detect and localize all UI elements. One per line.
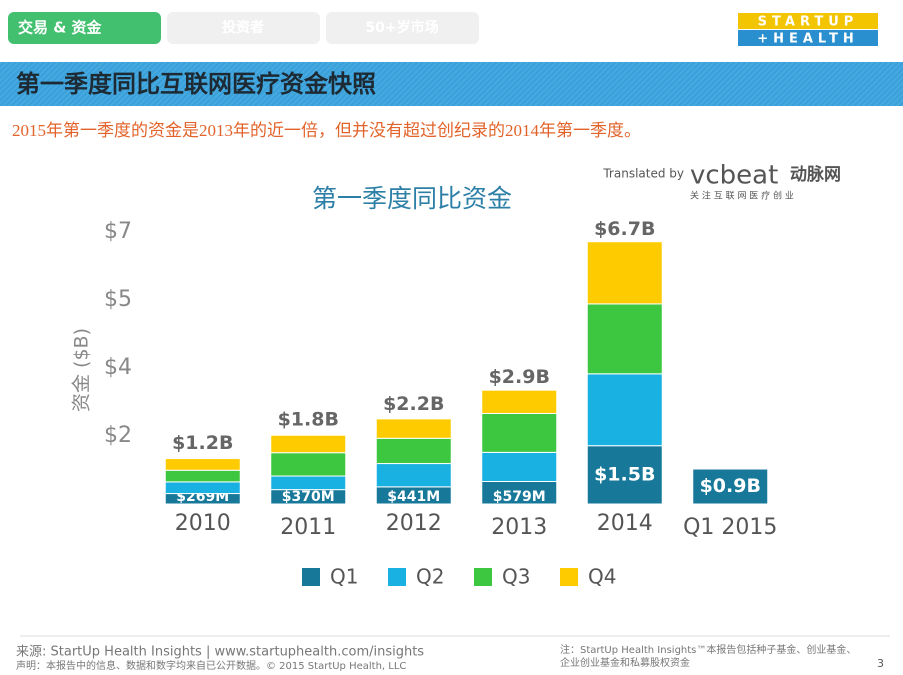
credit-brand: vcbeat	[690, 161, 778, 191]
value-label: $579M	[493, 489, 546, 505]
x-tick-label: 2011	[280, 515, 336, 540]
total-label: $1.2B	[172, 432, 233, 454]
legend-swatch	[302, 568, 320, 586]
bar-segment	[481, 451, 558, 483]
bar-segment	[481, 413, 558, 453]
value-label: $441M	[387, 489, 440, 505]
bar-segment	[375, 463, 452, 488]
bar-segment	[375, 437, 452, 465]
y-axis-label: 资金 ($B)	[71, 328, 93, 412]
total-label: $1.8B	[278, 409, 339, 431]
footer-disclaimer: 声明：本报告中的信息、数据和数字均来自已公开数据。© 2015 StartUp …	[16, 659, 406, 672]
bar-segment	[270, 475, 347, 491]
y-tick-label: $7	[104, 219, 132, 244]
legend-label: Q2	[416, 565, 444, 589]
value-label: $0.9B	[700, 475, 761, 497]
x-tick-label: Q1 2015	[683, 515, 777, 540]
subtitle: 2015年第一季度的资金是2013年的近一倍，但并没有超过创纪录的2014年第一…	[12, 121, 641, 140]
bar-segment	[481, 389, 558, 415]
total-label: $2.9B	[489, 366, 550, 388]
tab-label[interactable]: 50+岁市场	[365, 19, 438, 36]
legend-swatch	[560, 568, 578, 586]
bar-segment	[164, 469, 241, 483]
tab-label[interactable]: 交易 & 资金	[18, 19, 103, 37]
logo-text: STARTUP	[758, 15, 859, 30]
bar-segment	[586, 241, 663, 305]
x-tick-label: 2013	[491, 515, 547, 540]
legend-swatch	[388, 568, 406, 586]
total-label: $2.2B	[383, 393, 444, 415]
bar-segment	[692, 468, 769, 505]
tab-label[interactable]: 投资者	[222, 19, 264, 36]
header-bar	[0, 62, 903, 106]
tab-active[interactable]	[8, 12, 161, 44]
credit-brand-cn: 动脉网	[790, 164, 841, 185]
total-label: $6.7B	[594, 218, 655, 240]
page-number: 3	[877, 657, 884, 670]
bar-segment	[164, 458, 241, 471]
x-tick-label: 2010	[175, 511, 231, 536]
logo-box	[738, 13, 878, 29]
credit-tagline: 关 注 互 联 网 医 疗 创 业	[690, 190, 794, 202]
footer-note: 企业创业基金和私募股权资金	[560, 656, 690, 669]
value-label: $370M	[282, 489, 335, 505]
bar-segment	[375, 418, 452, 439]
tab[interactable]	[167, 12, 320, 44]
credit-text: Translated by	[602, 167, 684, 181]
legend-swatch	[474, 568, 492, 586]
footer-source: 来源: StartUp Health Insights | www.startu…	[16, 645, 424, 660]
bar-segment	[586, 303, 663, 375]
x-tick-label: 2012	[386, 511, 442, 536]
footer-note: 注：StartUp Health Insights™本报告包括种子基金、创业基金…	[560, 643, 856, 656]
legend-label: Q3	[502, 565, 530, 589]
bar-segment	[164, 481, 241, 495]
bar-segment	[586, 373, 663, 447]
y-tick-label: $2	[104, 423, 132, 448]
legend-label: Q4	[588, 565, 616, 589]
value-label: $1.5B	[594, 463, 655, 485]
x-tick-label: 2014	[597, 511, 653, 536]
y-tick-label: $5	[104, 287, 132, 312]
y-tick-label: $4	[104, 355, 132, 380]
logo-box	[738, 30, 878, 46]
chart-title: 第一季度同比资金	[312, 184, 512, 213]
bar-segment	[586, 445, 663, 505]
tab[interactable]	[326, 12, 479, 44]
legend-label: Q1	[330, 565, 358, 589]
header-title: 第一季度同比互联网医疗资金快照	[16, 70, 376, 98]
bar-segment	[270, 452, 347, 477]
bar-segment	[270, 434, 347, 454]
logo-text: +HEALTH	[757, 32, 859, 47]
